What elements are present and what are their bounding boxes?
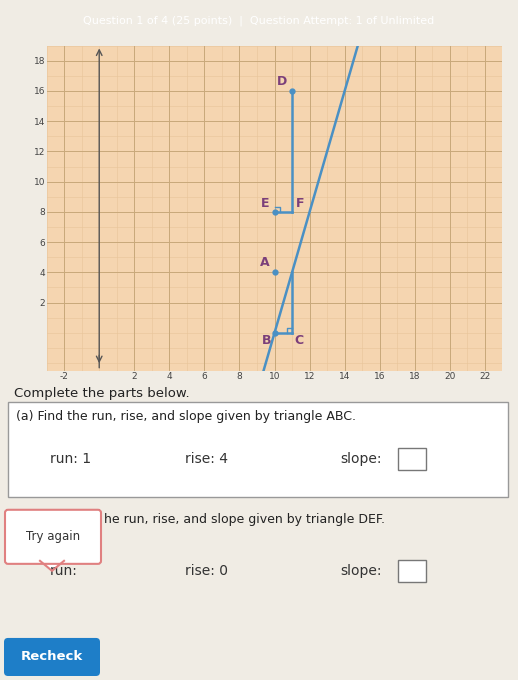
Bar: [398, 447, 426, 470]
Text: Complete the parts below.: Complete the parts below.: [14, 387, 190, 400]
Text: slope:: slope:: [340, 564, 381, 578]
Text: slope:: slope:: [340, 452, 381, 466]
Bar: [398, 560, 426, 582]
Text: E: E: [261, 197, 269, 210]
Text: B: B: [262, 335, 271, 347]
Text: F: F: [296, 197, 304, 210]
Text: D: D: [277, 75, 287, 88]
Text: rise: 4: rise: 4: [185, 452, 228, 466]
Text: Recheck: Recheck: [21, 651, 83, 664]
Text: he run, rise, and slope given by triangle DEF.: he run, rise, and slope given by triangl…: [104, 513, 385, 526]
FancyBboxPatch shape: [5, 510, 101, 564]
Text: A: A: [260, 256, 269, 269]
Text: run:: run:: [50, 564, 78, 578]
Text: (a) Find the run, rise, and slope given by triangle ABC.: (a) Find the run, rise, and slope given …: [16, 409, 356, 423]
Text: Try again: Try again: [26, 530, 80, 543]
Polygon shape: [40, 561, 64, 571]
Bar: [8, 402, 508, 497]
Text: rise: 0: rise: 0: [185, 564, 228, 578]
Text: Question 1 of 4 (25 points)  |  Question Attempt: 1 of Unlimited: Question 1 of 4 (25 points) | Question A…: [83, 16, 435, 27]
Text: C: C: [295, 335, 304, 347]
FancyBboxPatch shape: [4, 638, 100, 676]
Text: run: 1: run: 1: [50, 452, 91, 466]
